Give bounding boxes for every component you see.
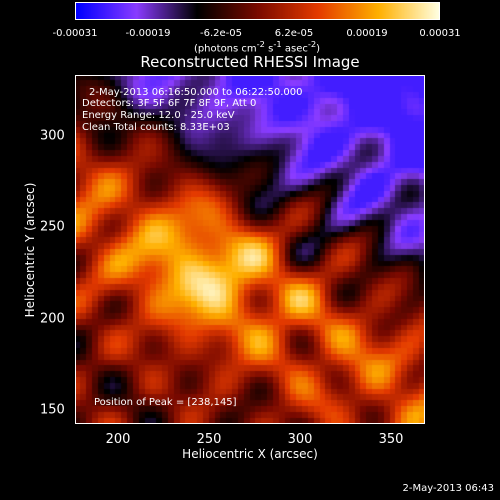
colorbar-tick-label: -0.00019 [125, 28, 171, 39]
colorbar-tick-label: 6.2e-05 [274, 28, 314, 39]
colorbar-tick-label: 0.00019 [346, 28, 388, 39]
x-tick-label: 350 [378, 432, 404, 447]
colorbar [75, 2, 440, 20]
colorbar-units: (photons cm-2 s-1 asec-2) [193, 39, 321, 55]
colorbar-tick-label: -6.2e-05 [200, 28, 242, 39]
y-tick-label: 150 [40, 402, 65, 418]
x-tick-label: 300 [287, 432, 313, 447]
heatmap-image [75, 75, 425, 424]
x-tick-label: 250 [196, 432, 222, 447]
y-tick-label: 250 [40, 219, 65, 235]
annotation-peak: Position of Peak = [238,145] [94, 397, 237, 408]
y-axis-label: Heliocentric Y (arcsec) [23, 182, 37, 318]
y-tick-label: 200 [40, 311, 65, 327]
y-tick-label: 300 [40, 128, 65, 144]
colorbar-tick-label: 0.00031 [419, 28, 461, 39]
chart-title: Reconstructed RHESSI Image [140, 53, 360, 71]
timestamp: 2-May-2013 06:43 [402, 483, 494, 494]
annotation-clean: Clean Total counts: 8.33E+03 [82, 122, 230, 133]
colorbar-tick-label: -0.00031 [52, 28, 98, 39]
plot-area [75, 75, 425, 424]
annotation-energy: Energy Range: 12.0 - 25.0 keV [82, 110, 235, 121]
x-axis-label: Heliocentric X (arcsec) [182, 447, 318, 461]
x-tick-label: 200 [105, 432, 131, 447]
annotation-time-range: 2-May-2013 06:16:50.000 to 06:22:50.000 [89, 87, 303, 98]
annotation-detectors: Detectors: 3F 5F 6F 7F 8F 9F, Att 0 [82, 98, 257, 109]
